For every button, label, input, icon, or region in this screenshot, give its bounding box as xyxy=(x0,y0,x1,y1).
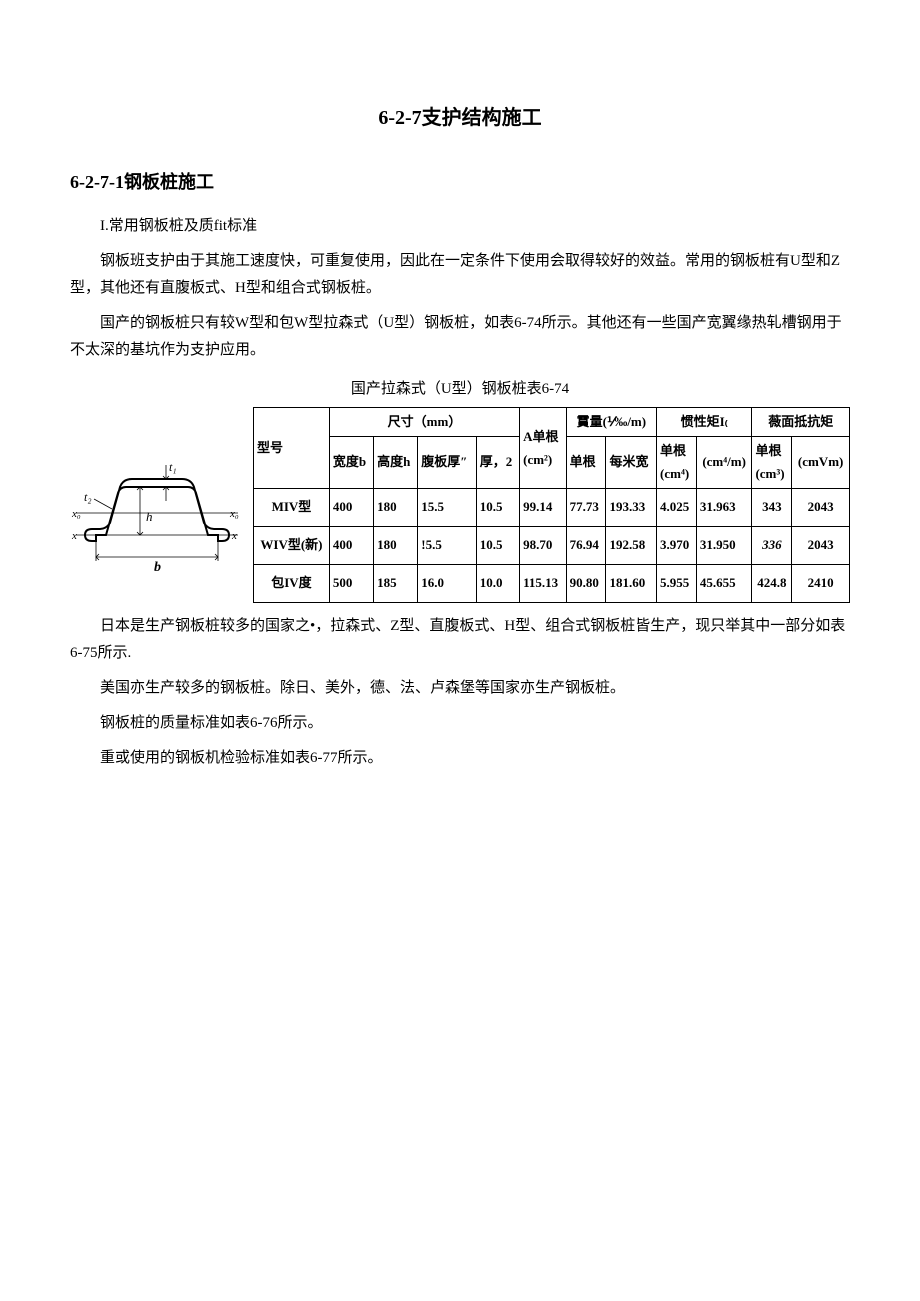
cell: 180 xyxy=(374,526,418,564)
label-x-br: x xyxy=(231,530,237,542)
cell: 336 xyxy=(752,526,792,564)
section-heading: 6-2-7-1钢板桩施工 xyxy=(70,166,850,198)
cell-model: WIV型(新) xyxy=(254,526,330,564)
hdr-mass-single: 单根 xyxy=(566,436,606,488)
cell: 77.73 xyxy=(566,488,606,526)
table-row: WIV型(新) 400 180 !5.5 10.5 98.70 76.94 19… xyxy=(254,526,850,564)
cell: 98.70 xyxy=(520,526,567,564)
spec-table: 型号 尺寸（mm） A单根(cm²) 霣量(⅟‰/m) 惯性矩I₍ 薇面抵抗矩 … xyxy=(253,407,850,602)
hdr-s-single: 单根(cm³) xyxy=(752,436,792,488)
table-body: MIV型 400 180 15.5 10.5 99.14 77.73 193.3… xyxy=(254,488,850,602)
cell: 192.58 xyxy=(606,526,657,564)
cell: 180 xyxy=(374,488,418,526)
cell: 4.025 xyxy=(657,488,697,526)
hdr-mass-perm: 每米宽 xyxy=(606,436,657,488)
label-x-bl: x xyxy=(71,530,77,542)
cell: 5.955 xyxy=(657,564,697,602)
label-h: h xyxy=(146,509,153,524)
cell: 115.13 xyxy=(520,564,567,602)
cell: 31.963 xyxy=(696,488,752,526)
cell: 343 xyxy=(752,488,792,526)
paragraph-7: 重或使用的钢板机检验标准如表6-77所示。 xyxy=(70,745,850,772)
cell: 10.0 xyxy=(476,564,519,602)
cell: 16.0 xyxy=(418,564,476,602)
cell: 45.655 xyxy=(696,564,752,602)
cell: 193.33 xyxy=(606,488,657,526)
cell: 76.94 xyxy=(566,526,606,564)
hdr-s-perm: (cmVm) xyxy=(792,436,850,488)
hdr-width-b: 宽度b xyxy=(329,436,373,488)
cell-model: 包IV度 xyxy=(254,564,330,602)
label-t1: t₁ xyxy=(169,460,177,474)
paragraph-2: 钢板班支护由于其施工速度快，可重复使用，因此在一定条件下使用会取得较好的效益。常… xyxy=(70,248,850,302)
hdr-mass: 霣量(⅟‰/m) xyxy=(566,408,656,436)
hdr-section: 薇面抵抗矩 xyxy=(752,408,850,436)
label-t2: t₂ xyxy=(84,490,92,504)
cell: 424.8 xyxy=(752,564,792,602)
table-caption: 国产拉森式（U型）钢板桩表6-74 xyxy=(70,376,850,403)
cell: 2043 xyxy=(792,488,850,526)
cross-section-diagram: t₁ t₂ h b x₀ x₀ x x xyxy=(70,407,245,587)
hdr-a: A单根(cm²) xyxy=(520,408,567,488)
cell: 400 xyxy=(329,526,373,564)
cell: 10.5 xyxy=(476,526,519,564)
hdr-thick: 厚，2 xyxy=(476,436,519,488)
cell: !5.5 xyxy=(418,526,476,564)
page-title: 6-2-7支护结构施工 xyxy=(70,100,850,136)
cell: 3.970 xyxy=(657,526,697,564)
cell: 181.60 xyxy=(606,564,657,602)
hdr-web: 腹板厚″ xyxy=(418,436,476,488)
spec-table-wrap: 型号 尺寸（mm） A单根(cm²) 霣量(⅟‰/m) 惯性矩I₍ 薇面抵抗矩 … xyxy=(253,407,850,602)
cell: 185 xyxy=(374,564,418,602)
label-x-left: x₀ xyxy=(71,508,81,520)
label-x0-right: x₀ xyxy=(229,508,239,520)
paragraph-4: 日本是生产钢板桩较多的国家之•，拉森式、Z型、直腹板式、H型、组合式钢板桩皆生产… xyxy=(70,613,850,667)
hdr-dimensions: 尺寸（mm） xyxy=(329,408,519,436)
cell: 2410 xyxy=(792,564,850,602)
cell: 2043 xyxy=(792,526,850,564)
table-row: 包IV度 500 185 16.0 10.0 115.13 90.80 181.… xyxy=(254,564,850,602)
cell: 31.950 xyxy=(696,526,752,564)
cell-model: MIV型 xyxy=(254,488,330,526)
paragraph-1: I.常用钢板桩及质fit标准 xyxy=(70,213,850,240)
hdr-height-h: 高度h xyxy=(374,436,418,488)
label-b: b xyxy=(154,560,161,575)
cell: 400 xyxy=(329,488,373,526)
table-row: MIV型 400 180 15.5 10.5 99.14 77.73 193.3… xyxy=(254,488,850,526)
cell: 90.80 xyxy=(566,564,606,602)
cell: 500 xyxy=(329,564,373,602)
cell: 99.14 xyxy=(520,488,567,526)
hdr-i-perm: (cm⁴/m) xyxy=(696,436,752,488)
hdr-model: 型号 xyxy=(254,408,330,488)
hdr-inertia: 惯性矩I₍ xyxy=(657,408,752,436)
paragraph-3: 国产的钢板桩只有较W型和包W型拉森式（U型）钢板桩，如表6-74所示。其他还有一… xyxy=(70,310,850,364)
cell: 10.5 xyxy=(476,488,519,526)
paragraph-5: 美国亦生产较多的钢板桩。除日、美外，德、法、卢森堡等国家亦生产钢板桩。 xyxy=(70,675,850,702)
paragraph-6: 钢板桩的质量标准如表6-76所示。 xyxy=(70,710,850,737)
cell: 15.5 xyxy=(418,488,476,526)
table-row-container: t₁ t₂ h b x₀ x₀ x x 型号 尺寸（mm） A单根(cm²) 霣… xyxy=(70,407,850,602)
hdr-i-single: 单根(cm⁴) xyxy=(657,436,697,488)
